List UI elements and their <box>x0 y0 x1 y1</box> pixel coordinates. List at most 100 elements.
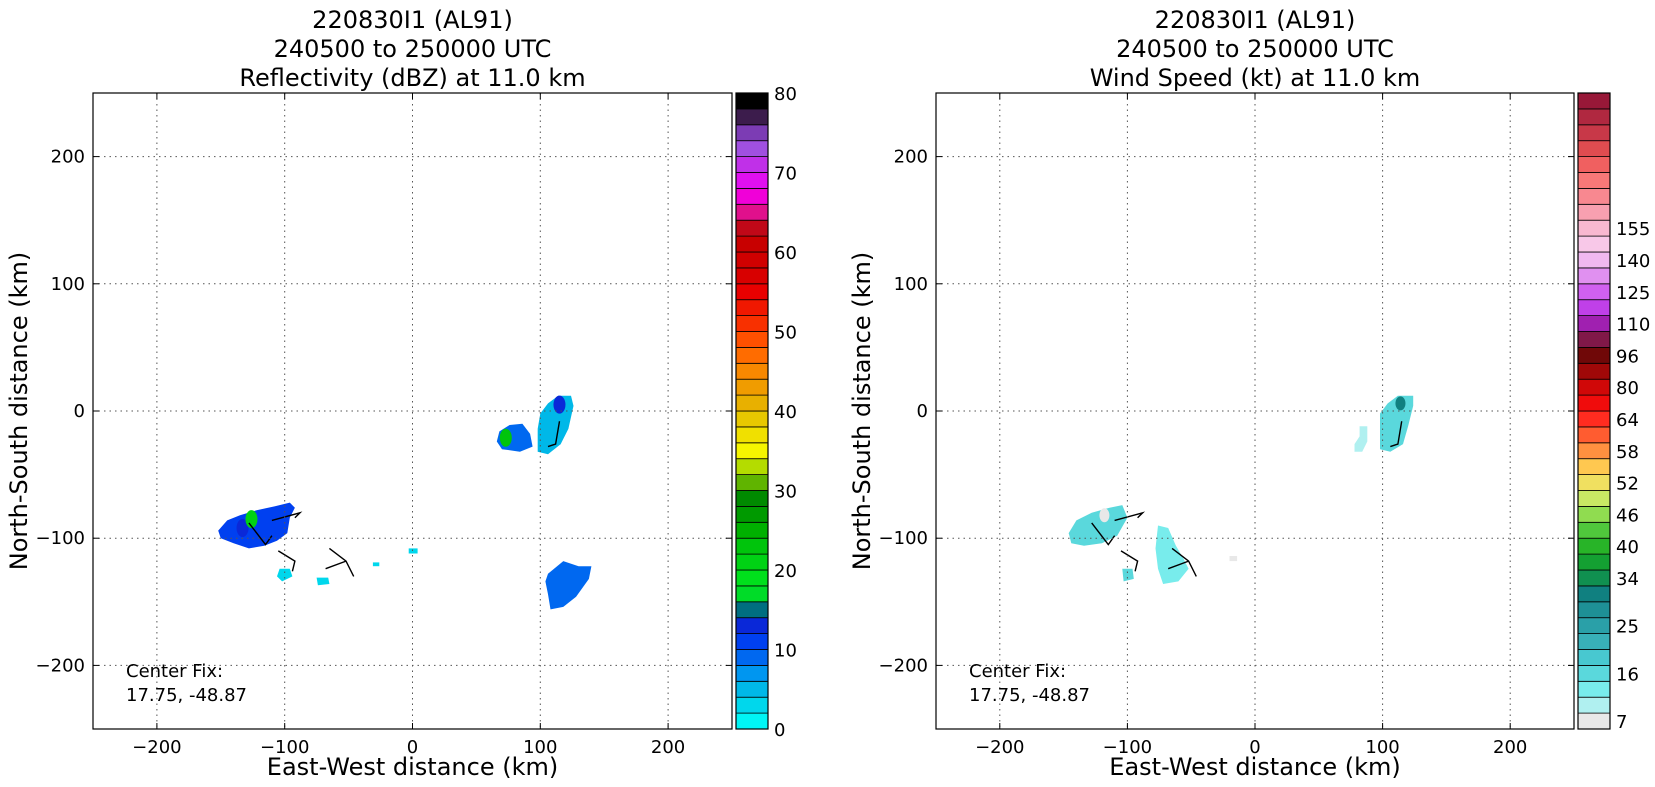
wind-barb-3 <box>1120 550 1139 572</box>
colorbar-segment <box>1577 712 1611 730</box>
echo-core-7-1 <box>553 395 566 414</box>
colorbar-segment <box>735 187 769 205</box>
echo-region-5 <box>1354 426 1368 452</box>
colorbar-segment <box>735 362 769 380</box>
center-fix-annotation-line-2: 17.75, -48.87 <box>969 685 1090 706</box>
x-tick-label: 100 <box>523 737 557 758</box>
y-tick-label: −100 <box>36 528 85 549</box>
colorbar-segment <box>1577 108 1611 126</box>
colorbar-tick-label: 52 <box>1616 474 1639 495</box>
center-fix-annotation-line-1: Center Fix: <box>969 661 1066 682</box>
wind-barb-6 <box>1390 421 1403 448</box>
colorbar-segment <box>735 172 769 189</box>
colorbar-segment <box>1577 267 1611 285</box>
chart-title-line-1: 220830I1 (AL91) <box>312 6 513 34</box>
colorbar-segment <box>735 617 769 635</box>
colorbar-segment <box>1577 219 1611 237</box>
colorbar-segment <box>735 156 769 173</box>
colorbar-segment <box>735 124 769 142</box>
echo-region-3 <box>316 577 330 586</box>
y-tick-label: −200 <box>36 655 85 676</box>
colorbar-tick-label: 7 <box>1616 712 1627 733</box>
colorbar-segment <box>1577 649 1611 666</box>
colorbar-segment <box>735 299 769 317</box>
colorbar-frame <box>735 92 769 730</box>
colorbar-segment <box>735 712 769 730</box>
colorbar-segment <box>1577 601 1611 619</box>
chart-title-line-3: Reflectivity (dBZ) at 11.0 km <box>239 64 585 92</box>
colorbar-segment <box>1577 331 1611 348</box>
x-tick-label: −100 <box>260 737 309 758</box>
x-tick-label: 100 <box>1365 737 1399 758</box>
echo-region-5 <box>408 548 418 554</box>
colorbar-segment <box>735 553 769 571</box>
colorbar-segment <box>735 633 769 650</box>
x-tick-label: 0 <box>1249 737 1260 758</box>
colorbar-segment <box>735 219 769 237</box>
colorbar-segment <box>735 585 769 603</box>
colorbar-segment <box>1577 92 1611 110</box>
center-fix-annotation-line-2: 17.75, -48.87 <box>126 685 247 706</box>
chart-title-line-1: 220830I1 (AL91) <box>1155 6 1356 34</box>
colorbar-segment <box>735 442 769 460</box>
colorbar-tick-label: 46 <box>1616 505 1639 526</box>
y-axis-label: North-South distance (km) <box>848 252 876 571</box>
chart-title-line-2: 240500 to 250000 UTC <box>1116 35 1394 63</box>
echo-core-6-1 <box>499 428 512 447</box>
center-fix-annotation-line-1: Center Fix: <box>126 661 223 682</box>
colorbar-segment <box>735 267 769 285</box>
echo-region-2 <box>277 568 293 582</box>
echo-region-1 <box>1068 505 1128 546</box>
colorbar-segment <box>735 92 769 110</box>
chart-title-line-3: Wind Speed (kt) at 11.0 km <box>1090 64 1421 92</box>
colorbar-segment <box>1577 569 1611 587</box>
colorbar-segment <box>735 315 769 332</box>
echo-core-1-2 <box>245 510 258 529</box>
colorbar-segment <box>1577 553 1611 571</box>
x-tick-label: 200 <box>1493 737 1527 758</box>
colorbar-tick-label: 96 <box>1616 346 1639 367</box>
colorbar-tick-label: 40 <box>1616 537 1639 558</box>
colorbar-segment <box>1577 680 1611 698</box>
colorbar-segment <box>1577 442 1611 460</box>
y-tick-label: 0 <box>74 401 85 422</box>
colorbar-segment <box>735 410 769 428</box>
colorbar-frame <box>1577 92 1611 730</box>
echo-region-8 <box>545 561 592 610</box>
colorbar-segment <box>1577 187 1611 205</box>
echo-core-1-1 <box>236 519 249 538</box>
colorbar-segment <box>1577 426 1611 444</box>
x-axis-label: East-West distance (km) <box>1109 753 1400 781</box>
colorbar-tick-label: 30 <box>774 482 797 503</box>
colorbar-segment <box>1577 172 1611 189</box>
colorbar-segment <box>735 283 769 301</box>
colorbar-segment <box>735 680 769 698</box>
echo-region-3 <box>1155 525 1189 584</box>
colorbar-segment <box>1577 235 1611 253</box>
wind-barb-3 <box>277 550 296 572</box>
colorbar-segment <box>735 251 769 269</box>
colorbar-segment <box>735 394 769 412</box>
y-axis-label: North-South distance (km) <box>5 252 33 571</box>
colorbar-segment <box>1577 140 1611 157</box>
echo-region-4 <box>1229 556 1238 562</box>
colorbar-segment <box>1577 410 1611 428</box>
echo-region-1 <box>218 502 295 549</box>
echo-core-1-1 <box>1099 508 1110 523</box>
colorbar-tick-label: 70 <box>774 164 797 185</box>
echo-region-7 <box>537 395 574 455</box>
colorbar-tick-label: 58 <box>1616 442 1639 463</box>
colorbar-segment <box>735 331 769 348</box>
y-tick-label: 100 <box>51 274 85 295</box>
x-tick-label: −200 <box>975 737 1024 758</box>
y-tick-label: 200 <box>51 147 85 168</box>
x-axis-label: East-West distance (km) <box>267 753 558 781</box>
x-tick-label: −200 <box>132 737 181 758</box>
colorbar-segment <box>735 649 769 666</box>
colorbar-segment <box>735 458 769 476</box>
colorbar-segment <box>1577 283 1611 301</box>
colorbar-segment <box>1577 394 1611 412</box>
colorbar-segment <box>1577 521 1611 539</box>
colorbar-segment <box>735 426 769 444</box>
